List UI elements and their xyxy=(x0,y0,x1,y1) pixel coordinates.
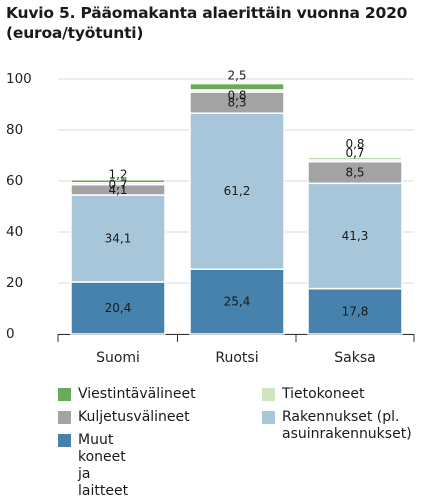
data-label-suomi-kuljetus: 4,1 xyxy=(108,183,127,197)
legend-swatch-muut xyxy=(58,434,71,447)
data-label-saksa-rakennukset: 41,3 xyxy=(342,229,369,243)
bar-segment-saksa-muut xyxy=(307,287,403,335)
legend-swatch-tieto xyxy=(262,388,275,401)
legend-item-muut: Muut koneet ja laitteet xyxy=(58,432,128,500)
x-category-label-suomi: Suomi xyxy=(96,350,140,366)
bar-segment-saksa-rakennukset xyxy=(307,182,403,290)
data-label-saksa-tieto: 0,7 xyxy=(345,146,364,160)
bar-segment-suomi-rakennukset xyxy=(70,194,166,283)
y-tick-label-40: 40 xyxy=(6,224,23,240)
data-label-suomi-rakennukset: 34,1 xyxy=(105,232,132,246)
y-tick-label-0: 0 xyxy=(6,326,15,342)
bar-segment-suomi-muut xyxy=(70,281,166,335)
data-label-saksa-kuljetus: 8,5 xyxy=(345,165,364,179)
chart-title-line-2: (euroa/työtunti) xyxy=(6,24,144,42)
legend-item-viestinta: Viestintävälineet xyxy=(58,386,196,403)
x-category-label-ruotsi: Ruotsi xyxy=(215,350,258,366)
legend-label-rakennukset: Rakennukset (pl. asuinrakennukset) xyxy=(282,409,412,442)
legend-item-tieto: Tietokoneet xyxy=(262,386,364,403)
data-label-ruotsi-viestinta: 2,5 xyxy=(227,69,246,83)
y-tick-label-20: 20 xyxy=(6,275,23,291)
legend-label-kuljetus: Kuljetusvälineet xyxy=(78,409,190,425)
x-category-label-saksa: Saksa xyxy=(334,350,375,366)
legend-swatch-rakennukset xyxy=(262,411,275,424)
legend-item-rakennukset: Rakennukset (pl. asuinrakennukset) xyxy=(262,409,412,443)
data-label-suomi-tieto: 0,7 xyxy=(108,178,127,192)
data-label-suomi-muut: 20,4 xyxy=(105,301,132,315)
legend-item-kuljetus: Kuljetusvälineet xyxy=(58,409,190,426)
y-tick-label-100: 100 xyxy=(6,71,32,87)
legend-swatch-kuljetus xyxy=(58,411,71,424)
bar-segment-suomi-viestinta xyxy=(70,178,166,184)
legend-label-muut: Muut koneet ja laitteet xyxy=(78,432,129,499)
y-tick-label-80: 80 xyxy=(6,122,23,138)
bar-segment-ruotsi-rakennukset xyxy=(189,112,285,270)
data-label-saksa-viestinta: 0,8 xyxy=(345,137,364,151)
bar-segment-ruotsi-viestinta xyxy=(189,82,285,91)
data-label-ruotsi-muut: 25,4 xyxy=(224,295,251,309)
legend-label-tieto: Tietokoneet xyxy=(282,386,365,402)
y-tick-label-60: 60 xyxy=(6,173,23,189)
data-label-ruotsi-kuljetus: 8,3 xyxy=(227,96,246,110)
data-label-ruotsi-tieto: 0,8 xyxy=(227,89,246,103)
stacked-bar-chart: 02040608010020,434,14,10,71,2Suomi25,461… xyxy=(6,69,415,366)
legend-swatch-viestinta xyxy=(58,388,71,401)
bar-segment-saksa-viestinta xyxy=(307,157,403,161)
data-label-suomi-viestinta: 1,2 xyxy=(108,168,127,182)
data-label-ruotsi-rakennukset: 61,2 xyxy=(224,184,251,198)
chart-title: Kuvio 5. Pääomakanta alaerittäin vuonna … xyxy=(6,3,438,43)
data-label-saksa-muut: 17,8 xyxy=(342,304,369,318)
legend-label-viestinta: Viestintävälineet xyxy=(78,386,196,402)
chart-title-line-1: Kuvio 5. Pääomakanta alaerittäin vuonna … xyxy=(6,4,408,22)
